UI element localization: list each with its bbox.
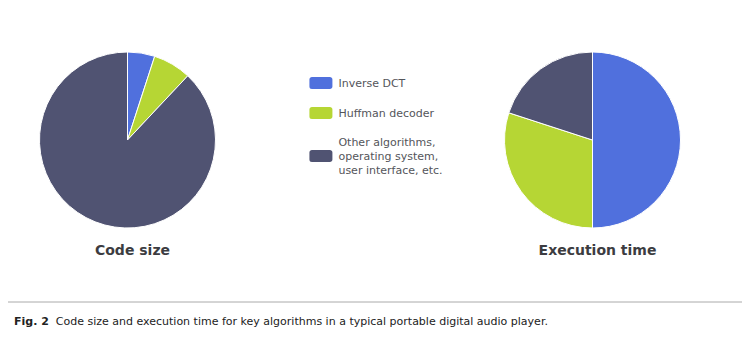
svg-text:Inverse DCT: Inverse DCT [338,77,405,90]
svg-text:Fig. 2: Fig. 2 [14,315,49,328]
svg-text:Other algorithms,: Other algorithms, [338,136,435,149]
svg-text:operating system,: operating system, [338,150,438,163]
svg-text:Code size and execution time f: Code size and execution time for key alg… [49,315,548,328]
svg-text:user interface, etc.: user interface, etc. [338,164,442,177]
svg-text:Execution time: Execution time [539,242,657,258]
svg-text:Huffman decoder: Huffman decoder [338,107,434,120]
svg-text:Code size: Code size [95,242,170,258]
